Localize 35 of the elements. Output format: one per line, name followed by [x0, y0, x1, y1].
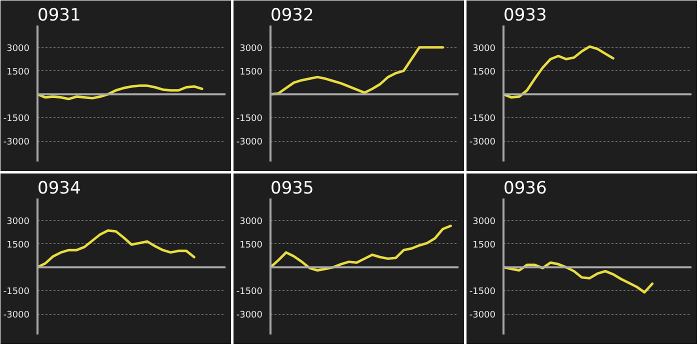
y-tick-label: -1500: [3, 114, 30, 124]
chart-title: 0934: [38, 178, 81, 198]
line-series: [38, 229, 196, 269]
y-tick-label: -1500: [469, 287, 496, 298]
y-tick-label: 1500: [240, 67, 263, 78]
y-tick-label: 3000: [472, 216, 496, 227]
y-tick-label: 3000: [6, 44, 30, 54]
y-tick-label: -3000: [236, 138, 263, 148]
y-tick-label: 3000: [472, 44, 496, 54]
y-tick-label: 3000: [6, 216, 30, 227]
line-series: [504, 45, 614, 99]
y-tick-label: -3000: [236, 310, 263, 321]
y-tick-label: -1500: [236, 287, 263, 298]
chart-title: 0936: [504, 178, 547, 198]
y-tick-label: -3000: [469, 138, 496, 148]
y-tick-label: 3000: [240, 44, 263, 54]
chart-title: 0935: [270, 178, 314, 198]
y-tick-label: 1500: [6, 67, 30, 78]
y-tick-label: -3000: [3, 310, 30, 321]
y-tick-label: -3000: [469, 310, 496, 321]
y-tick-label: 3000: [240, 216, 263, 227]
line-series: [270, 224, 452, 272]
y-tick-label: 1500: [472, 240, 496, 250]
y-tick-label: 1500: [240, 240, 263, 250]
chart-title: 0931: [38, 6, 81, 26]
y-tick-label: -3000: [3, 138, 30, 148]
y-tick-label: -1500: [236, 114, 263, 124]
y-tick-label: 1500: [6, 240, 30, 250]
y-tick-label: 1500: [472, 67, 496, 78]
chart-title: 0932: [270, 6, 314, 26]
y-tick-label: -1500: [3, 287, 30, 298]
y-tick-label: -1500: [469, 114, 496, 124]
chart-title: 0933: [504, 6, 547, 26]
line-series: [38, 84, 204, 100]
line-series: [270, 46, 444, 96]
